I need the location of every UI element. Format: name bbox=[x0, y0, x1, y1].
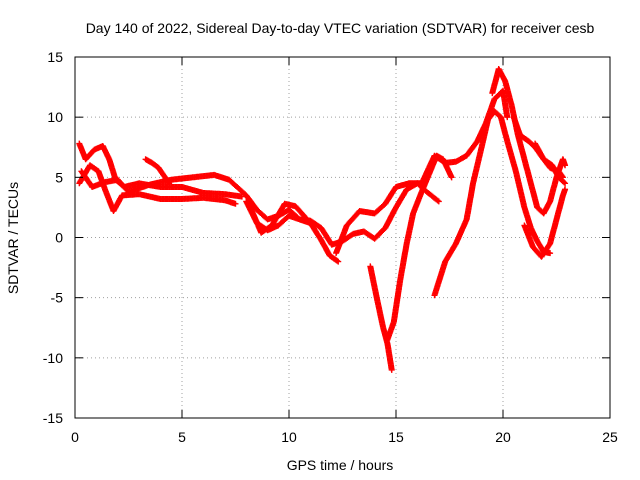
y-tick-label: 5 bbox=[55, 169, 63, 185]
series-trace-m bbox=[521, 186, 569, 260]
data-point bbox=[504, 114, 511, 121]
x-tick-label: 5 bbox=[178, 429, 186, 445]
y-tick-label: 0 bbox=[55, 230, 63, 246]
x-axis-label: GPS time / hours bbox=[287, 457, 394, 473]
data-point bbox=[435, 198, 442, 205]
series-trace-h bbox=[367, 263, 395, 373]
data-point bbox=[334, 257, 341, 264]
data-point bbox=[562, 180, 569, 187]
data-point bbox=[559, 173, 566, 180]
series-trace-c bbox=[78, 168, 442, 248]
x-tick-label: 10 bbox=[281, 429, 297, 445]
data-point bbox=[434, 197, 441, 204]
data-point bbox=[448, 174, 455, 181]
y-axis-label: SDTVAR / TECUs bbox=[5, 182, 21, 294]
x-tick-label: 15 bbox=[388, 429, 404, 445]
data-point bbox=[165, 179, 172, 186]
data-point bbox=[559, 174, 566, 181]
data-point bbox=[335, 258, 342, 265]
series-trace-i bbox=[384, 152, 455, 343]
x-tick-label: 20 bbox=[495, 429, 511, 445]
data-point bbox=[302, 214, 309, 221]
data-point bbox=[562, 186, 569, 193]
data-point bbox=[166, 180, 173, 187]
data-point bbox=[561, 179, 567, 186]
data-point bbox=[232, 200, 239, 207]
series-trace-d bbox=[142, 156, 173, 187]
series-trace-n bbox=[532, 140, 566, 181]
data-point bbox=[388, 366, 395, 373]
y-tick-label: 10 bbox=[47, 109, 63, 125]
data-series bbox=[76, 66, 569, 373]
x-tick-label: 0 bbox=[71, 429, 79, 445]
y-tick-label: 15 bbox=[47, 49, 63, 65]
axis-ticks: 0 5 10 15 20 25 -15 -10 -5 0 5 10 15 bbox=[43, 49, 618, 445]
y-tick-label: -5 bbox=[51, 290, 64, 306]
data-point bbox=[547, 250, 554, 257]
series-trace-j bbox=[431, 108, 554, 299]
data-point bbox=[238, 193, 245, 200]
y-tick-label: -10 bbox=[43, 350, 63, 366]
x-tick-label: 25 bbox=[602, 429, 618, 445]
data-point bbox=[303, 215, 310, 222]
y-tick-label: -15 bbox=[43, 410, 63, 426]
chart-title: Day 140 of 2022, Sidereal Day-to-day VTE… bbox=[86, 20, 595, 36]
series-trace-f bbox=[247, 200, 310, 236]
data-point bbox=[562, 162, 569, 169]
